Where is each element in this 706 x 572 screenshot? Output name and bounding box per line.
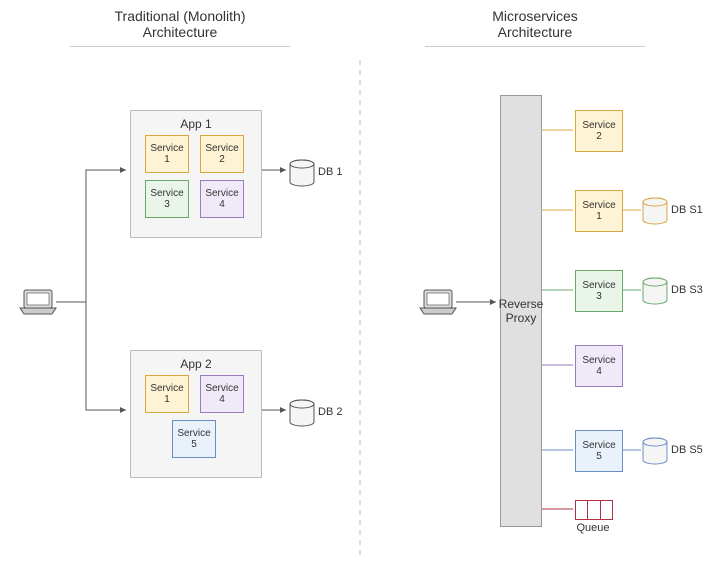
service-box: Service1 xyxy=(575,190,623,232)
db-0-label: DB 1 xyxy=(318,166,342,178)
db-right-1 xyxy=(643,198,667,224)
service-box: Service4 xyxy=(575,345,623,387)
service-box: Service5 xyxy=(172,420,216,458)
db-right-4-label: DB S5 xyxy=(671,444,703,456)
service-box: Service1 xyxy=(145,135,189,173)
service-label: Service1 xyxy=(582,200,615,222)
db-right-2-label: DB S3 xyxy=(671,284,703,296)
app-box: App 1 xyxy=(130,110,262,238)
service-label: Service1 xyxy=(150,143,183,165)
app-label: App 2 xyxy=(131,357,261,371)
service-box: Service5 xyxy=(575,430,623,472)
db-right-1-label: DB S1 xyxy=(671,204,703,216)
service-box: Service2 xyxy=(575,110,623,152)
laptop-icon-left xyxy=(20,290,56,314)
service-label: Service3 xyxy=(150,188,183,210)
reverse-proxy-label: Reverse Proxy xyxy=(497,295,546,327)
service-box: Service4 xyxy=(200,180,244,218)
service-label: Service1 xyxy=(150,383,183,405)
db-1-label: DB 2 xyxy=(318,406,342,418)
service-box: Service3 xyxy=(575,270,623,312)
service-label: Service2 xyxy=(205,143,238,165)
app-box: App 2 xyxy=(130,350,262,478)
service-box: Service1 xyxy=(145,375,189,413)
reverse-proxy: Reverse Proxy xyxy=(500,95,542,527)
service-box: Service3 xyxy=(145,180,189,218)
service-label: Service2 xyxy=(582,120,615,142)
db-1 xyxy=(290,400,314,426)
queue-box xyxy=(575,500,613,520)
service-label: Service5 xyxy=(177,428,210,450)
service-label: Service4 xyxy=(205,383,238,405)
laptop-icon-right xyxy=(420,290,456,314)
service-box: Service4 xyxy=(200,375,244,413)
service-label: Service4 xyxy=(205,188,238,210)
service-label: Service3 xyxy=(582,280,615,302)
db-right-4 xyxy=(643,438,667,464)
service-label: Service5 xyxy=(582,440,615,462)
db-right-2 xyxy=(643,278,667,304)
app-label: App 1 xyxy=(131,117,261,131)
queue-label: Queue xyxy=(575,522,611,534)
db-0 xyxy=(290,160,314,186)
service-label: Service4 xyxy=(582,355,615,377)
service-box: Service2 xyxy=(200,135,244,173)
